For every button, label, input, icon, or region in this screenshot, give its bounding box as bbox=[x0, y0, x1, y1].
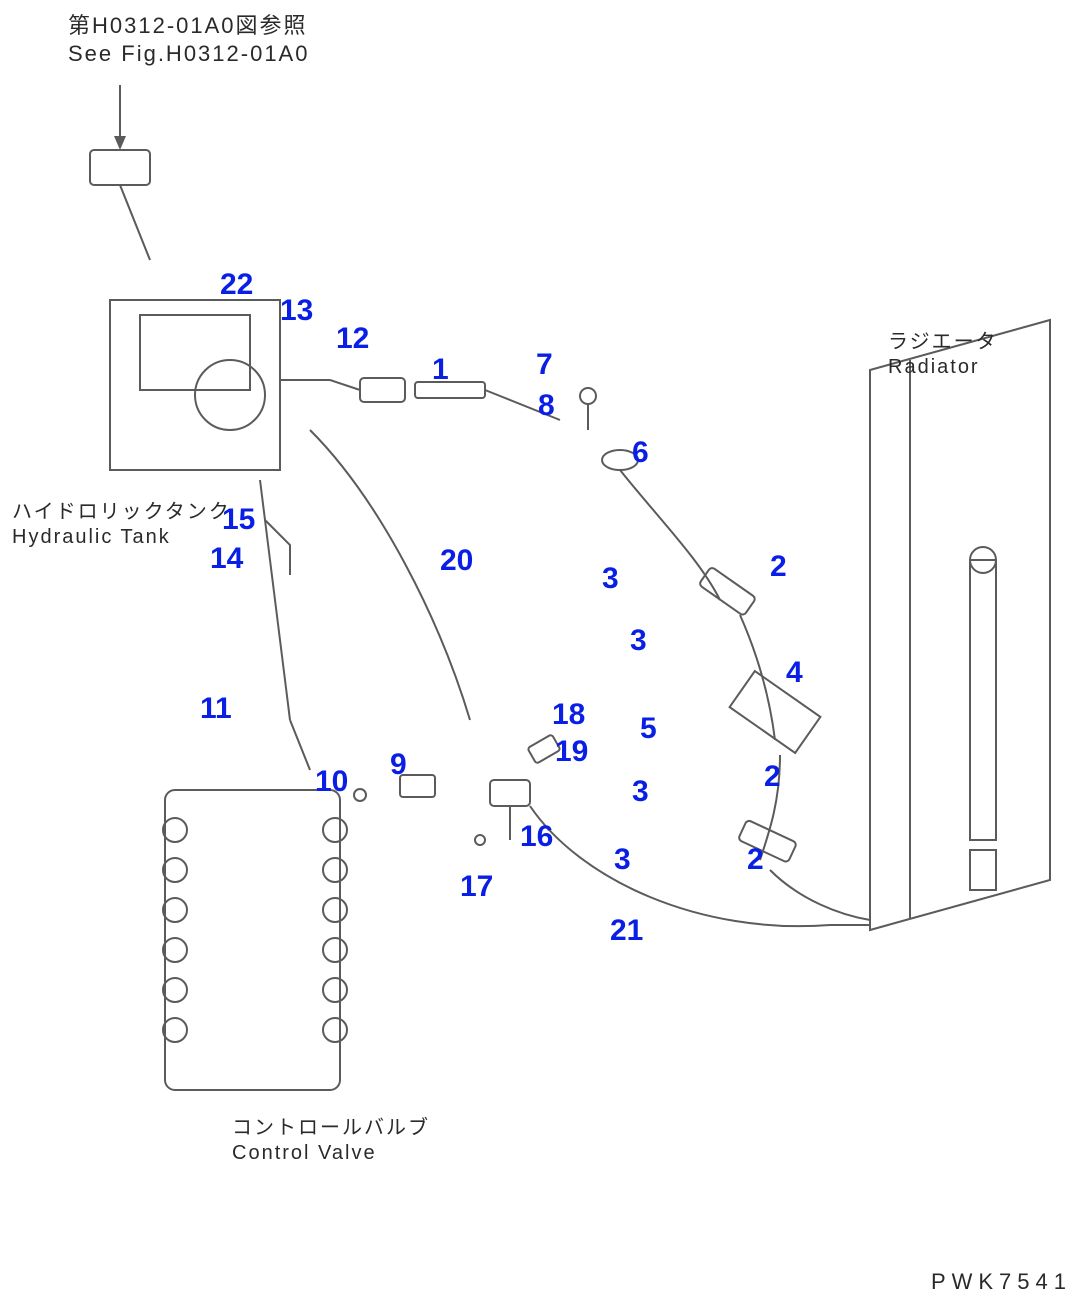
callout-10-14[interactable]: 10 bbox=[315, 765, 348, 799]
label-hydraulic-tank-en: Hydraulic Tank bbox=[12, 526, 171, 548]
callout-3-4[interactable]: 3 bbox=[602, 562, 619, 596]
ref-note-jp: 第H0312-01A0図参照 bbox=[68, 13, 308, 38]
label-radiator-en: Radiator bbox=[888, 356, 980, 378]
callout-11-15[interactable]: 11 bbox=[200, 692, 232, 726]
callout-2-2[interactable]: 2 bbox=[764, 760, 781, 794]
linework bbox=[0, 0, 1090, 1309]
callout-6-10[interactable]: 6 bbox=[632, 436, 649, 470]
label-radiator-jp: ラジエータ bbox=[888, 331, 998, 353]
callout-1-0[interactable]: 1 bbox=[432, 353, 449, 387]
label-control-valve-jp: コントロールバルブ bbox=[232, 1117, 430, 1139]
callout-3-5[interactable]: 3 bbox=[630, 624, 647, 658]
label-radiator: ラジエータ Radiator bbox=[888, 330, 998, 380]
ref-note: 第H0312-01A0図参照 See Fig.H0312-01A0 bbox=[68, 12, 309, 67]
callout-13-17[interactable]: 13 bbox=[280, 294, 313, 328]
callout-15-19[interactable]: 15 bbox=[222, 503, 255, 537]
callout-22-26[interactable]: 22 bbox=[220, 268, 253, 302]
callout-18-22[interactable]: 18 bbox=[552, 698, 585, 732]
callout-21-25[interactable]: 21 bbox=[610, 914, 643, 948]
callout-8-12[interactable]: 8 bbox=[538, 389, 555, 423]
callout-9-13[interactable]: 9 bbox=[390, 748, 407, 782]
callout-5-9[interactable]: 5 bbox=[640, 712, 657, 746]
label-control-valve-en: Control Valve bbox=[232, 1142, 377, 1164]
label-hydraulic-tank-jp: ハイドロリックタンク bbox=[12, 501, 231, 523]
label-control-valve: コントロールバルブ Control Valve bbox=[232, 1116, 430, 1166]
callout-17-21[interactable]: 17 bbox=[460, 870, 493, 904]
callout-16-20[interactable]: 16 bbox=[520, 820, 553, 854]
callout-12-16[interactable]: 12 bbox=[336, 322, 369, 356]
callout-3-6[interactable]: 3 bbox=[632, 775, 649, 809]
callout-4-8[interactable]: 4 bbox=[786, 656, 803, 690]
callout-3-7[interactable]: 3 bbox=[614, 843, 631, 877]
callout-2-1[interactable]: 2 bbox=[770, 550, 787, 584]
label-hydraulic-tank: ハイドロリックタンク Hydraulic Tank bbox=[12, 500, 231, 550]
callout-2-3[interactable]: 2 bbox=[747, 843, 764, 877]
callout-7-11[interactable]: 7 bbox=[536, 348, 553, 382]
ref-note-en: See Fig.H0312-01A0 bbox=[68, 41, 309, 66]
callout-19-23[interactable]: 19 bbox=[555, 735, 588, 769]
callout-14-18[interactable]: 14 bbox=[210, 542, 243, 576]
diagram-stage: 第H0312-01A0図参照 See Fig.H0312-01A0 ハイドロリッ… bbox=[0, 0, 1090, 1309]
watermark: PWK7541 bbox=[931, 1269, 1072, 1295]
callout-20-24[interactable]: 20 bbox=[440, 544, 473, 578]
